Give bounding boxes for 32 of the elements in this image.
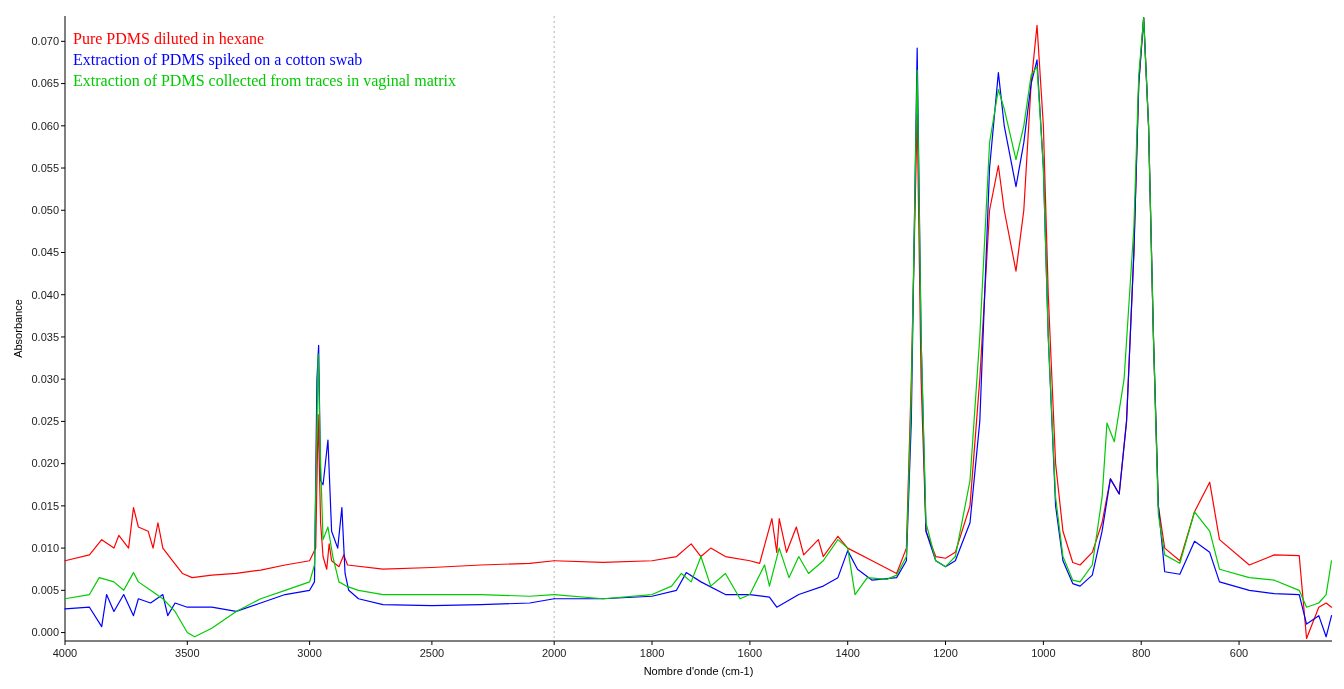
y-tick-label: 0.060 <box>31 119 59 132</box>
y-tick-label: 0.055 <box>31 161 59 174</box>
x-tick-label: 1800 <box>639 647 665 659</box>
y-tick-label: 0.045 <box>31 246 59 259</box>
y-tick-label: 0.070 <box>31 35 59 48</box>
y-tick-label: 0.050 <box>31 204 59 217</box>
x-tick-label: 2000 <box>541 647 567 659</box>
y-tick-label: 0.020 <box>31 457 59 470</box>
x-tick-label: 600 <box>1229 647 1249 659</box>
y-tick-label: 0.025 <box>31 415 59 428</box>
y-tick-label: 0.030 <box>31 373 59 386</box>
text: Extraction of PDMS collected from traces in vaginal matrix <box>73 72 456 90</box>
y-tick-label: 0.035 <box>31 330 59 343</box>
y-tick-label: 0.000 <box>31 626 59 639</box>
y-axis-title: Absorbance <box>12 299 24 358</box>
y-tick-label: 0.010 <box>31 541 59 554</box>
x-tick-label: 800 <box>1132 647 1151 659</box>
text: Extraction of PDMS spiked on a cotton swab <box>73 51 363 69</box>
y-tick-label: 0.005 <box>31 584 59 597</box>
x-tick-label: 1000 <box>1031 647 1056 659</box>
y-tick-label: 0.065 <box>31 77 59 90</box>
x-tick-label: 2500 <box>419 647 445 659</box>
x-tick-label: 1600 <box>737 647 763 659</box>
text: Pure PDMS diluted in hexane <box>73 30 265 47</box>
x-tick-label: 4000 <box>52 647 78 659</box>
x-tick-label: 3500 <box>175 647 200 659</box>
y-tick-label: 0.040 <box>31 288 59 301</box>
x-tick-label: 1200 <box>933 647 958 659</box>
x-axis-title: Nombre d'onde (cm-1) <box>643 665 754 677</box>
x-tick-label: 3000 <box>297 647 322 659</box>
y-tick-label: 0.015 <box>31 499 59 512</box>
x-tick-label: 1400 <box>835 647 860 659</box>
